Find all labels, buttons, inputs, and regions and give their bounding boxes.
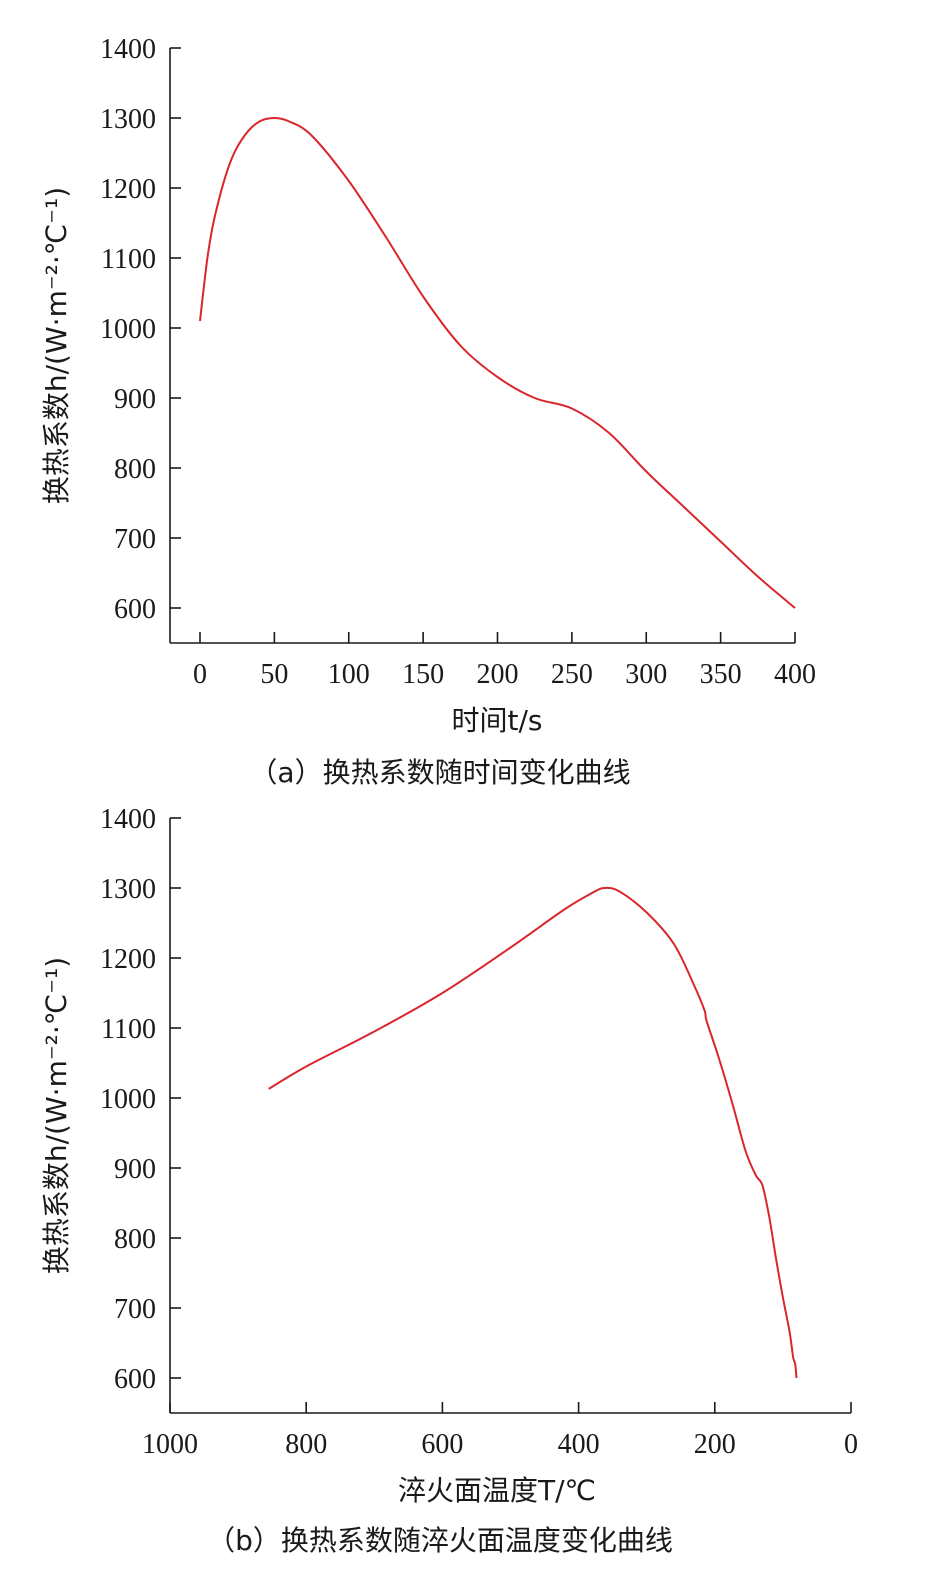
- y-axis-title: 换热系数h/(W·m⁻²·℃⁻¹): [40, 957, 73, 1274]
- y-tick-label: 1100: [101, 1014, 156, 1045]
- y-tick-label: 600: [114, 594, 156, 625]
- y-tick-label: 1400: [100, 34, 156, 65]
- x-tick-label: 800: [285, 1429, 327, 1460]
- x-tick-label: 50: [260, 659, 288, 690]
- x-tick-label: 200: [477, 659, 519, 690]
- series-line: [268, 886, 798, 1379]
- y-tick-label: 800: [114, 454, 156, 485]
- chart-panel-b: 600 700 800 900 1000 1100 1200 1300 1400 1000 800 6…: [40, 804, 858, 1557]
- y-tick-label: 1000: [100, 314, 156, 345]
- y-tick-label: 900: [114, 1154, 156, 1185]
- y-tick-label: 900: [114, 384, 156, 415]
- y-tick-label: 700: [114, 524, 156, 555]
- x-tick-label: 400: [558, 1429, 600, 1460]
- x-tick-label: 0: [844, 1429, 858, 1460]
- x-tick-label: 600: [421, 1429, 463, 1460]
- y-axis-title: 换热系数h/(W·m⁻²·℃⁻¹): [40, 187, 73, 504]
- x-tick-label: 150: [402, 659, 444, 690]
- y-tick-label: 800: [114, 1224, 156, 1255]
- y-tick-label: 1200: [100, 174, 156, 205]
- y-tick-label: 600: [114, 1364, 156, 1395]
- x-axis-title: 淬火面温度T/℃: [398, 1474, 596, 1507]
- x-tick-label: 100: [328, 659, 370, 690]
- x-tick-label: 250: [551, 659, 593, 690]
- figure-caption: （a）换热系数随时间变化曲线: [249, 756, 630, 789]
- x-tick-label: 350: [700, 659, 742, 690]
- y-tick-label: 1200: [100, 944, 156, 975]
- x-axis-title: 时间t/s: [451, 704, 542, 737]
- y-tick-label: 1100: [101, 244, 156, 275]
- y-tick-label: 700: [114, 1294, 156, 1325]
- y-tick-label: 1000: [100, 1084, 156, 1115]
- y-tick-label: 1300: [100, 874, 156, 905]
- y-tick-label: 1400: [100, 804, 156, 835]
- x-tick-label: 1000: [142, 1429, 198, 1460]
- x-tick-label: 400: [774, 659, 816, 690]
- x-tick-label: 300: [625, 659, 667, 690]
- x-tick-label: 200: [694, 1429, 736, 1460]
- series-line: [199, 116, 796, 609]
- figure-caption: （b）换热系数随淬火面温度变化曲线: [207, 1524, 673, 1557]
- y-tick-label: 1300: [100, 104, 156, 135]
- chart-panel-a: 600 700 800 900 1000 1100 1200 1300 1400 0 50 100 15…: [40, 34, 816, 789]
- x-tick-label: 0: [193, 659, 207, 690]
